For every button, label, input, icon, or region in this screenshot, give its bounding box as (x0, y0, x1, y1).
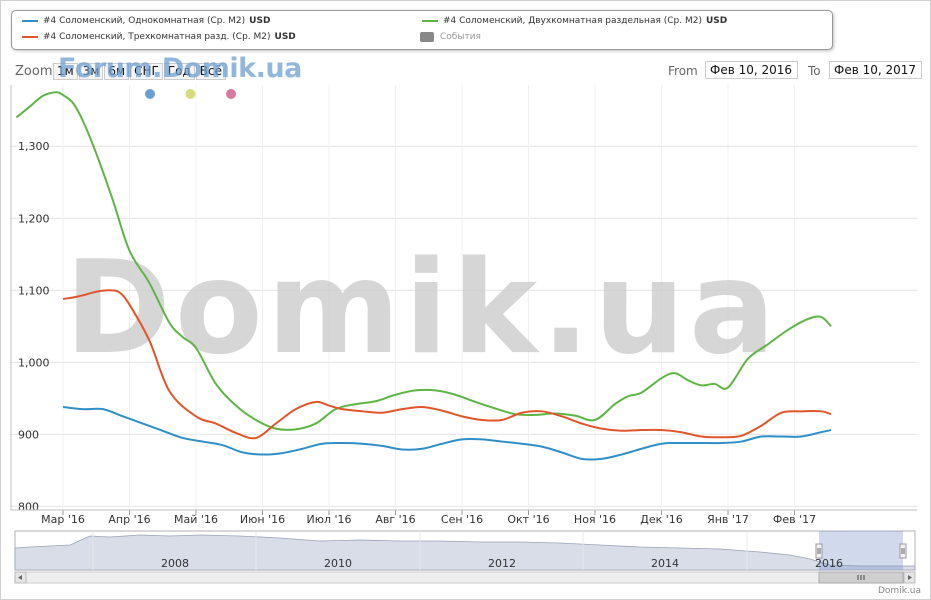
zoom-1m-button[interactable]: 1м (53, 63, 78, 80)
legend-label: #4 Соломенский, Двухкомнатная раздельная… (443, 16, 702, 26)
legend-swatch (22, 36, 38, 38)
zoom-all-button[interactable]: Всё (195, 63, 226, 80)
navigator-year-label: 2014 (651, 557, 679, 570)
legend-item-two-room[interactable]: #4 Соломенский, Двухкомнатная раздельная… (422, 16, 727, 26)
y-tick-label: 900 (18, 428, 39, 441)
legend-unit: USD (249, 16, 271, 26)
event-dot[interactable] (145, 89, 155, 99)
x-axis-labels: Мар '16 Апр '16 Май '16 Июн '16 Июл '16 Авг '… (41, 513, 816, 526)
y-gridlines (11, 145, 917, 507)
event-dot[interactable] (185, 89, 196, 99)
to-label: To (808, 64, 821, 78)
x-tick-label: Ноя '16 (574, 513, 616, 526)
legend-label: #4 Соломенский, Трехкомнатная разд. (Ср.… (43, 32, 271, 42)
x-tick-label: Июл '16 (306, 513, 351, 526)
legend-label: События (440, 32, 481, 42)
navigator-year-label: 2010 (324, 557, 352, 570)
x-tick-label: Апр '16 (108, 513, 150, 526)
scrollbar[interactable] (14, 571, 916, 584)
navigator-year-label: 2008 (161, 557, 189, 570)
x-tick-label: Сен '16 (441, 513, 483, 526)
event-dot[interactable] (226, 89, 236, 99)
legend-item-three-room[interactable]: #4 Соломенский, Трехкомнатная разд. (Ср.… (22, 32, 296, 42)
y-tick-label: 1,000 (18, 356, 50, 369)
arrow-right-icon (908, 575, 912, 580)
x-tick-label: Июн '16 (240, 513, 285, 526)
series-lines (15, 91, 832, 461)
legend-unit: USD (274, 32, 296, 42)
navigator-year-label: 2012 (488, 557, 516, 570)
series-line-two-room[interactable] (15, 91, 832, 431)
y-tick-label: 800 (18, 500, 39, 513)
zoom-buttons: 1м 3м 6м СНГ Год Всё (53, 63, 227, 80)
zoom-label: Zoom (15, 64, 53, 79)
x-tick-label: Дек '16 (640, 513, 683, 526)
zoom-6m-button[interactable]: 6м (104, 63, 130, 80)
y-tick-label: 1,100 (18, 284, 50, 297)
events-swatch-icon (420, 32, 434, 42)
x-tick-label: Окт '16 (507, 513, 549, 526)
legend-swatch (422, 20, 438, 22)
zoom-1y-button[interactable]: Год (163, 63, 195, 80)
series-line-three-room[interactable] (62, 289, 832, 440)
y-tick-label: 1,300 (18, 140, 50, 153)
y-axis-labels: 800 900 1,000 1,100 1,200 1,300 (18, 140, 50, 513)
x-tick-label: Мар '16 (41, 513, 85, 526)
navigator[interactable]: 2008 2010 2012 2014 2016 (14, 530, 916, 571)
x-tick-label: Авг '16 (375, 513, 415, 526)
navigator-right-handle[interactable] (899, 543, 907, 559)
navigator-left-handle[interactable] (815, 543, 823, 559)
from-date-input[interactable] (705, 61, 798, 79)
legend-unit: USD (705, 16, 728, 26)
legend-item-events[interactable]: События (420, 32, 481, 42)
zoom-ytd-button[interactable]: СНГ (130, 63, 163, 80)
legend-label: #4 Соломенский, Однокомнатная (Ср. М2) (43, 16, 246, 26)
from-label: From (668, 64, 698, 78)
legend-item-one-room[interactable]: #4 Соломенский, Однокомнатная (Ср. М2) U… (22, 16, 270, 26)
to-date-input[interactable] (829, 61, 922, 79)
arrow-left-icon (18, 575, 22, 580)
x-tick-label: Фев '17 (773, 513, 816, 526)
navigator-year-labels: 2008 2010 2012 2014 2016 (92, 531, 843, 570)
series-line-one-room[interactable] (62, 405, 832, 461)
navigator-year-label: 2016 (815, 557, 843, 570)
legend: #4 Соломенский, Однокомнатная (Ср. М2) U… (11, 10, 833, 50)
zoom-3m-button[interactable]: 3м (78, 63, 104, 80)
legend-swatch (22, 20, 38, 22)
domik-watermark: Domik.ua (65, 234, 780, 383)
y-tick-label: 1,200 (18, 212, 50, 225)
x-tick-label: Янв '17 (707, 513, 749, 526)
event-markers[interactable] (145, 89, 236, 99)
x-tick-label: Май '16 (174, 513, 218, 526)
credit-link[interactable]: Domik.ua (878, 586, 921, 596)
